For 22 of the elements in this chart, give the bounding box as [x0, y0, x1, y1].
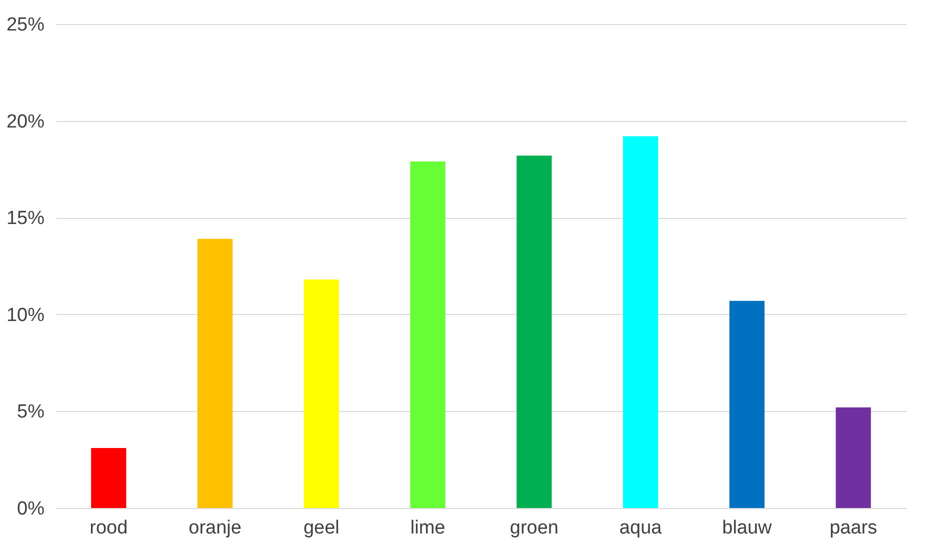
- x-tick-label: blauw: [722, 518, 772, 538]
- y-tick-label: 10%: [6, 304, 45, 326]
- bar: [197, 238, 233, 508]
- bar: [623, 136, 658, 508]
- x-tick-label: paars: [830, 518, 878, 538]
- bar: [91, 448, 126, 508]
- x-tick-label: oranje: [188, 518, 242, 538]
- bar: [729, 300, 765, 508]
- x-tick-label: groen: [510, 518, 558, 538]
- y-tick-label: 0%: [17, 498, 45, 520]
- y-tick-label: 5%: [17, 402, 45, 423]
- y-tick-label: 20%: [6, 111, 45, 132]
- bar: [516, 156, 552, 508]
- bar: [410, 161, 446, 508]
- x-tick-label: rood: [90, 518, 128, 538]
- x-tick-label: aqua: [619, 518, 662, 538]
- x-tick-label: geel: [303, 518, 340, 538]
- y-tick-label: 15%: [6, 208, 45, 230]
- y-tick-label: 25%: [6, 14, 45, 36]
- bar: [836, 407, 871, 508]
- x-tick-label: lime: [410, 518, 446, 538]
- bar: [304, 280, 339, 508]
